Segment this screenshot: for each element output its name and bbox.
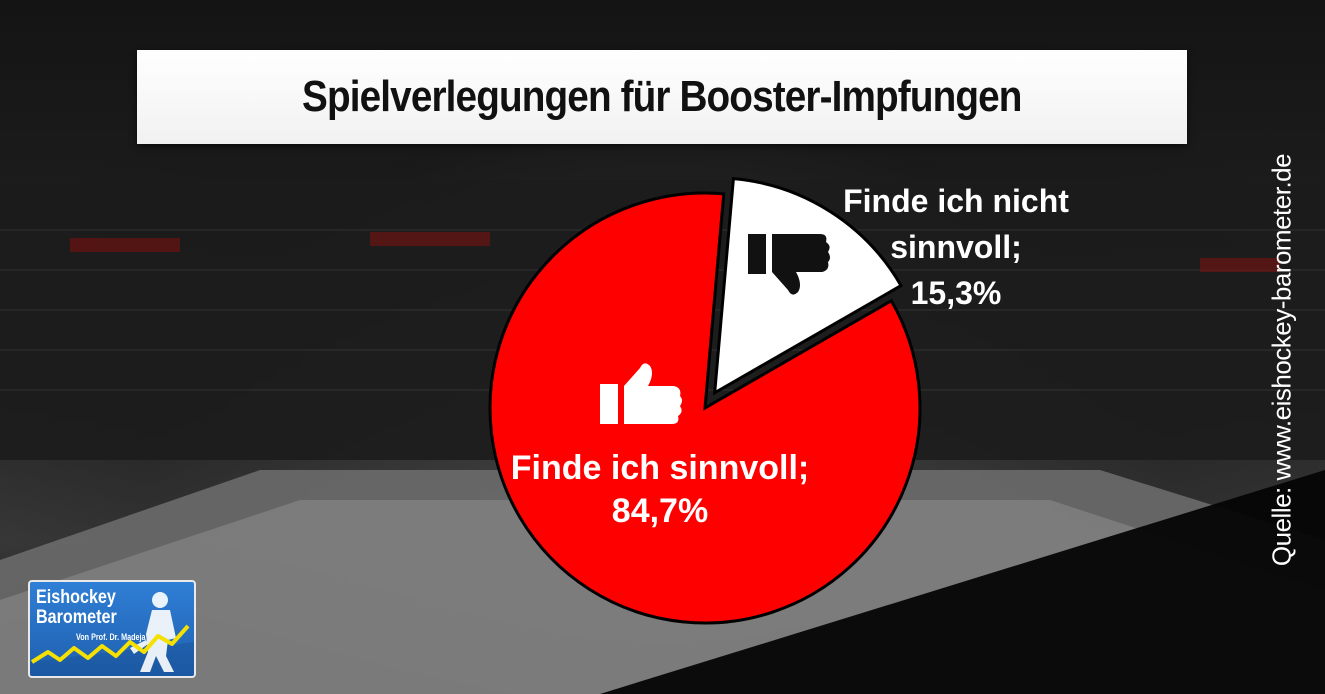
thumbs-up-icon bbox=[600, 363, 682, 424]
title-banner: Spielverlegungen für Booster-Impfungen bbox=[137, 50, 1187, 144]
label-nicht-value: 15,3% bbox=[911, 275, 1002, 311]
label-sinnvoll-text: Finde ich sinnvoll; bbox=[511, 449, 809, 487]
label-sinnvoll-value: 84,7% bbox=[612, 492, 708, 530]
pie-slice-nicht-sinnvoll bbox=[712, 177, 904, 396]
source-credit: Quelle: www.eishockey-barometer.de bbox=[1266, 153, 1297, 567]
label-nicht-text-1: Finde ich nicht bbox=[843, 183, 1069, 219]
logo-subtitle: Von Prof. Dr. Madeja bbox=[76, 632, 146, 642]
logo-text-barometer: Barometer bbox=[36, 607, 117, 628]
logo-graphic bbox=[30, 592, 194, 676]
label-nicht-text-2: sinnvoll; bbox=[890, 229, 1022, 265]
eishockey-barometer-logo: Eishockey Barometer Von Prof. Dr. Madeja bbox=[28, 580, 196, 678]
thumbs-down-icon bbox=[748, 234, 830, 295]
chart-title: Spielverlegungen für Booster-Impfungen bbox=[302, 72, 1022, 121]
pie-slice-sinnvoll bbox=[488, 191, 922, 625]
logo-text-eishockey: Eishockey bbox=[36, 587, 116, 608]
